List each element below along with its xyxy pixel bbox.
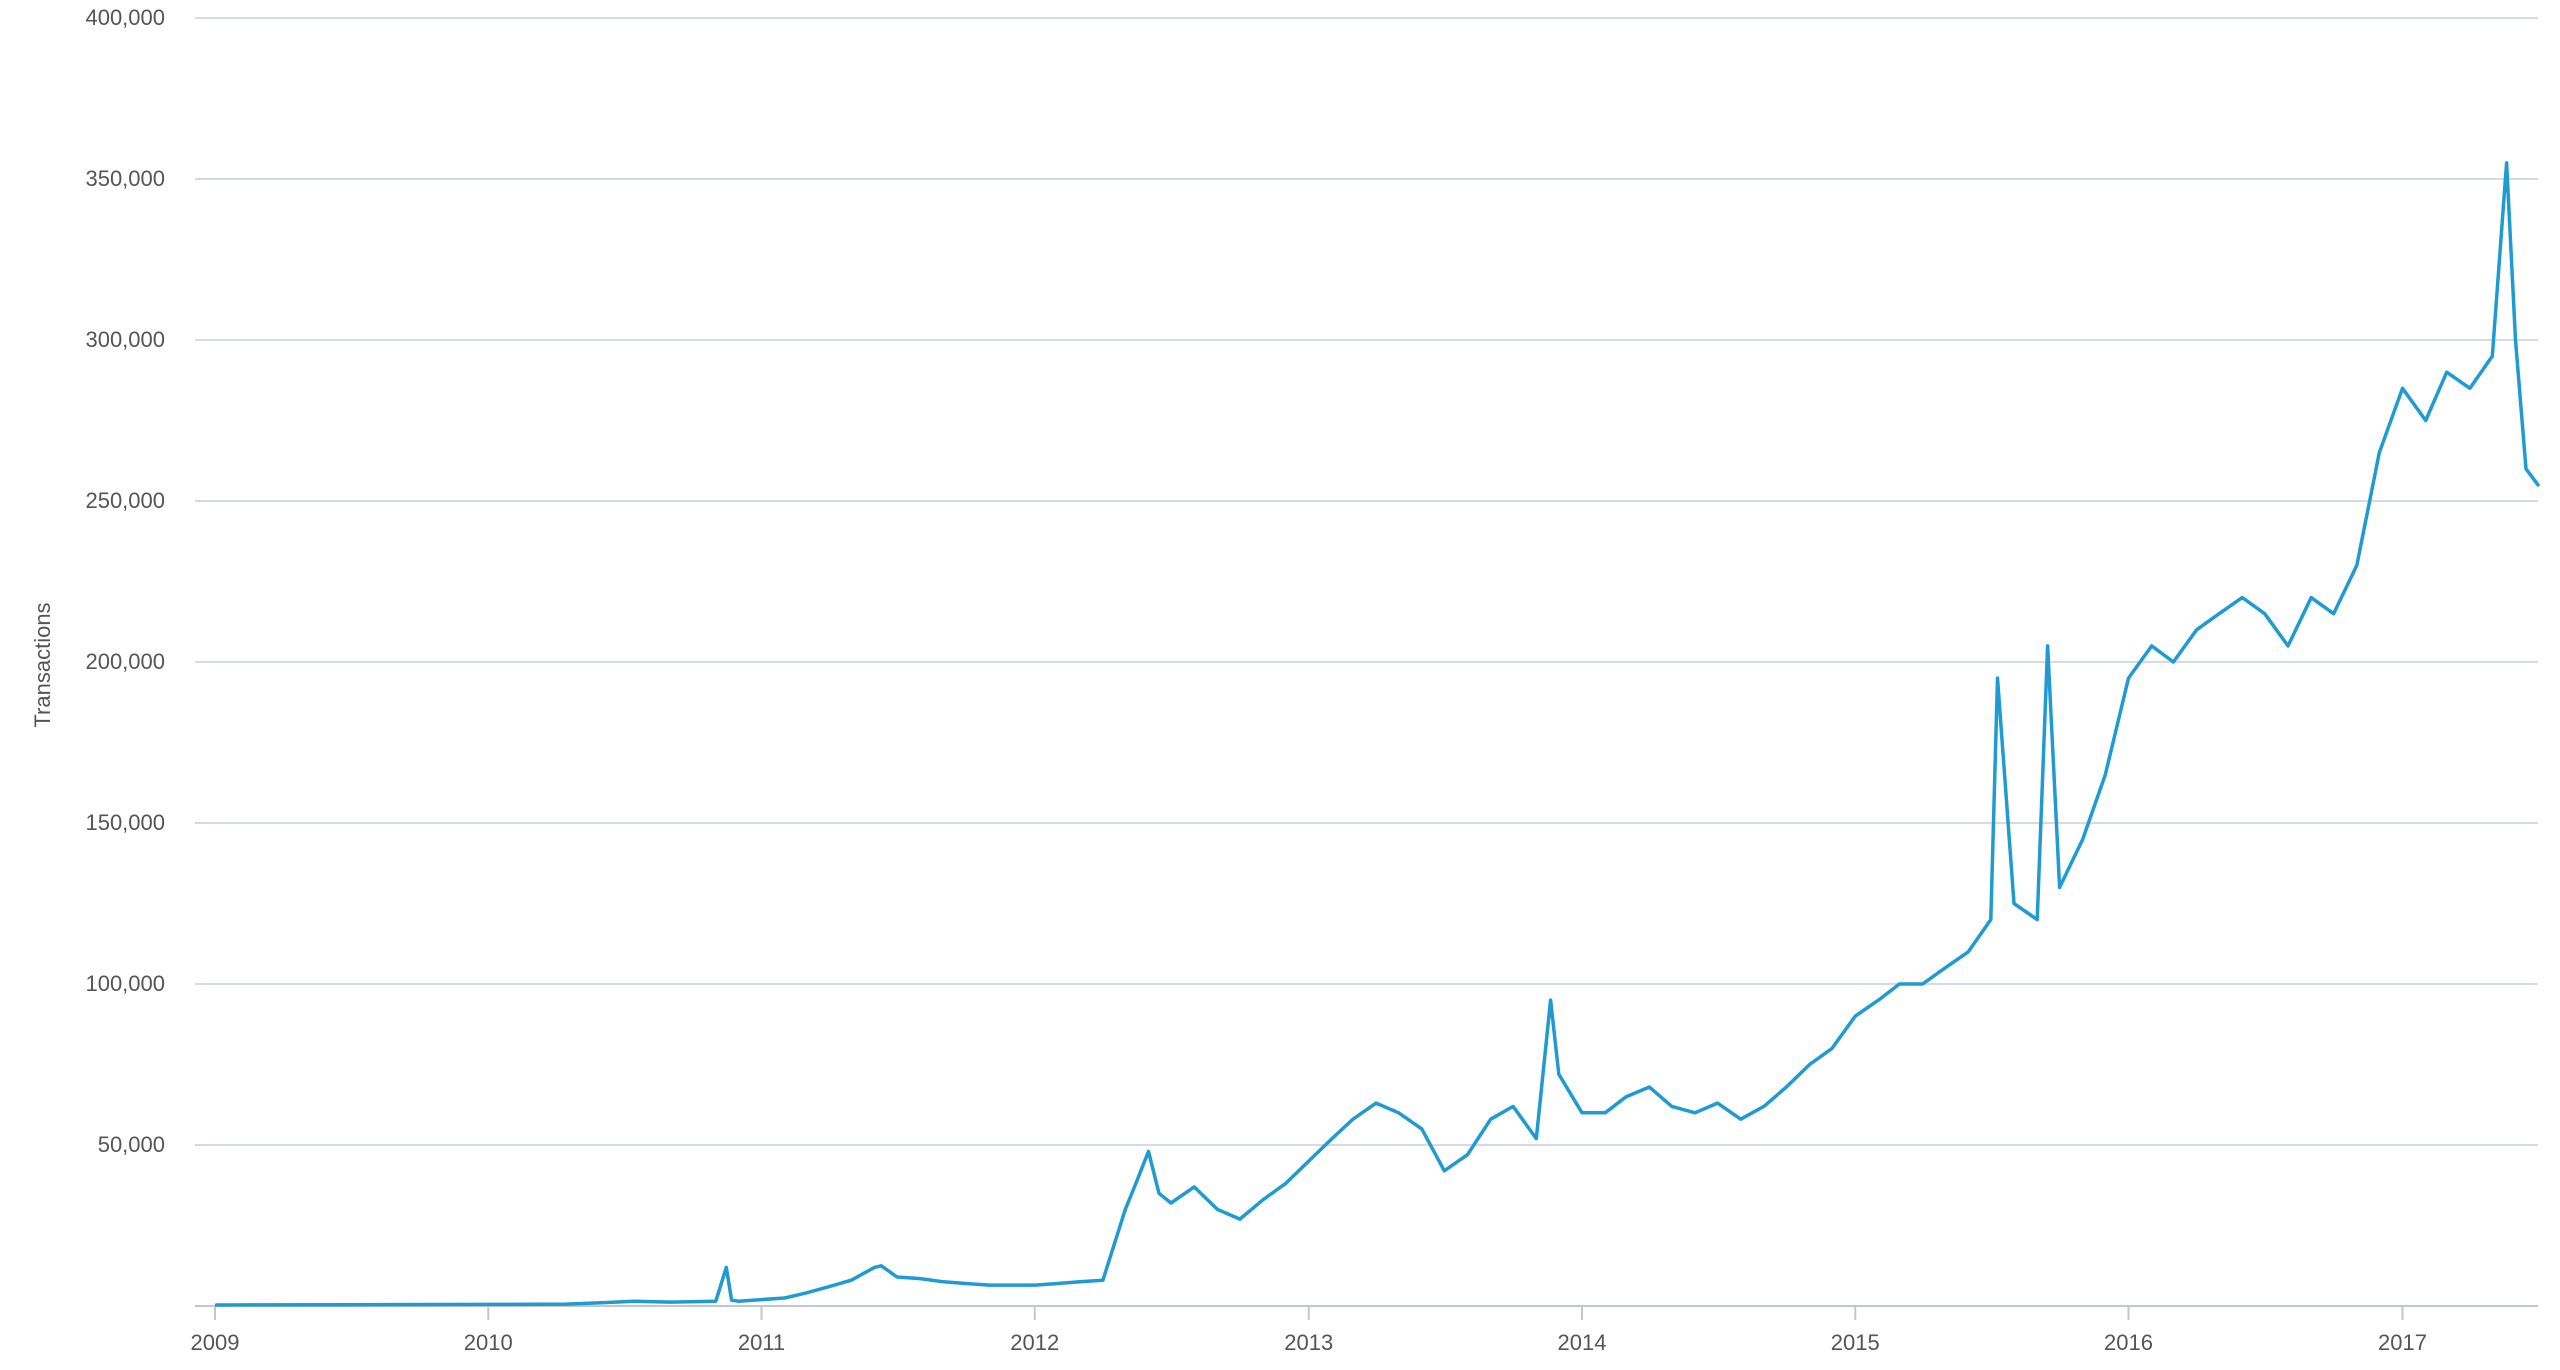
y-tick-label: 100,000 [85, 971, 165, 996]
x-tick-label: 2016 [2104, 1330, 2153, 1355]
x-tick-label: 2011 [738, 1330, 785, 1355]
y-tick-label: 150,000 [85, 810, 165, 835]
x-tick-label: 2012 [1010, 1330, 1059, 1355]
y-tick-label: 50,000 [98, 1132, 165, 1157]
grid-lines [195, 17, 2538, 1146]
x-tick-label: 2014 [1558, 1330, 1607, 1355]
x-tick-label: 2013 [1284, 1330, 1333, 1355]
y-tick-label: 350,000 [85, 166, 165, 191]
x-axis: 2009 2010 2011 2012 2013 2014 2015 2016 2017 [191, 1305, 2538, 1355]
x-tick-label: 2010 [464, 1330, 513, 1355]
y-tick-label: 300,000 [85, 327, 165, 352]
y-tick-label: 200,000 [85, 649, 165, 674]
y-tick-label: 250,000 [85, 488, 165, 513]
x-tick-label: 2017 [2378, 1330, 2427, 1355]
y-axis-tick-labels: 50,000 100,000 150,000 200,000 250,000 300,00… [85, 5, 165, 1157]
x-tick-label: 2015 [1831, 1330, 1880, 1355]
y-axis-title: Transactions [30, 602, 55, 727]
x-tick-label: 2009 [191, 1330, 240, 1355]
transactions-series-line [214, 161, 2540, 1307]
series-layer [214, 161, 2540, 1307]
y-tick-label: 400,000 [85, 5, 165, 30]
